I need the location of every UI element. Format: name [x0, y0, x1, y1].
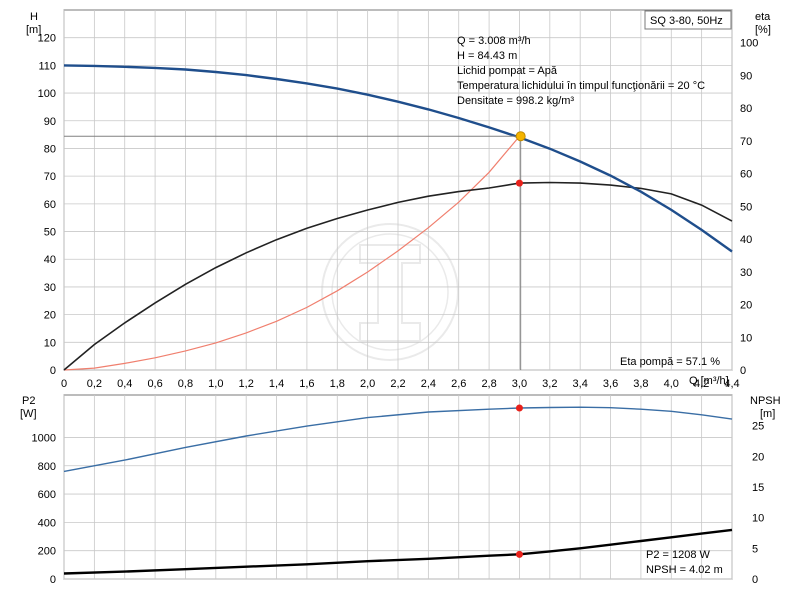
eta-tick-label: 70 — [740, 136, 752, 148]
x-tick-label: 0,8 — [178, 378, 193, 390]
eta-tick-label: 50 — [740, 201, 752, 213]
p2-axis-unit: [W] — [20, 408, 37, 420]
title-box — [644, 10, 732, 30]
p2-axis-label: P2 — [22, 395, 35, 407]
x-tick-label: 3,0 — [512, 378, 527, 390]
watermark-logo-icon — [321, 223, 459, 361]
x-tick-label: 0,2 — [87, 378, 102, 390]
title-box-text: SQ 3-80, 50Hz — [650, 15, 723, 27]
npsh-tick-label: 5 — [752, 543, 758, 555]
p2-tick-label: 600 — [38, 489, 56, 501]
h-tick-label: 80 — [44, 143, 56, 155]
x-tick-label: 3,4 — [573, 378, 588, 390]
x-tick-label: 3,2 — [542, 378, 557, 390]
bottom-curves — [63, 404, 733, 575]
x-tick-label: 1,8 — [330, 378, 345, 390]
h-tick-label: 20 — [44, 310, 56, 322]
h-tick-label: 90 — [44, 116, 56, 128]
info-line-temperature: Temperatura lichidului în timpul funcţio… — [457, 80, 705, 92]
x-tick-label: 0,6 — [147, 378, 162, 390]
h-tick-label: 0 — [50, 365, 56, 377]
eta-tick-label: 10 — [740, 332, 752, 344]
x-tick-label: 2,0 — [360, 378, 375, 390]
h-axis-label: H — [30, 11, 38, 23]
x-tick-label: 2,4 — [421, 378, 436, 390]
x-tick-label: 4,0 — [664, 378, 679, 390]
x-tick-label: 2,6 — [451, 378, 466, 390]
eta-note: Eta pompă = 57.1 % — [620, 356, 720, 368]
npsh-point-marker — [515, 550, 523, 558]
eta-tick-label: 40 — [740, 234, 752, 246]
eta-tick-label: 0 — [740, 365, 746, 377]
p2-tick-label: 800 — [38, 461, 56, 473]
npsh-tick-label: 10 — [752, 513, 764, 525]
h-tick-label: 70 — [44, 171, 56, 183]
top-grid — [63, 10, 733, 371]
x-tick-label: 0 — [61, 378, 67, 390]
q-axis-label: Q [m³/h] — [689, 375, 729, 387]
eta-axis-unit: [%] — [755, 24, 771, 36]
x-tick-label: 4,2 — [694, 378, 709, 390]
npsh-curve — [63, 528, 733, 575]
npsh-note: NPSH = 4.02 m — [646, 564, 723, 576]
h-tick-label: 60 — [44, 199, 56, 211]
x-tick-label: 3,8 — [633, 378, 648, 390]
x-tick-label: 4,4 — [724, 378, 739, 390]
p2-tick-label: 1000 — [32, 432, 56, 444]
h-tick-label: 120 — [38, 33, 56, 45]
h-tick-label: 30 — [44, 282, 56, 294]
npsh-tick-label: 25 — [752, 421, 764, 433]
bottom-grid — [63, 395, 733, 580]
x-tick-label: 2,8 — [481, 378, 496, 390]
npsh-tick-label: 15 — [752, 482, 764, 494]
info-line-q: Q = 3.008 m³/h — [457, 35, 531, 47]
p2-tick-label: 400 — [38, 517, 56, 529]
eta-curve — [63, 181, 733, 371]
npsh-axis-unit: [m] — [760, 408, 775, 420]
h-tick-label: 50 — [44, 227, 56, 239]
npsh-tick-label: 0 — [752, 574, 758, 586]
p2-tick-label: 200 — [38, 546, 56, 558]
eta-point-marker — [515, 179, 523, 187]
x-tick-label: 1,0 — [208, 378, 223, 390]
npsh-tick-label: 20 — [752, 451, 764, 463]
eta-tick-label: 100 — [740, 38, 758, 50]
bottom-ticks: 0 200 400 600 800 1000 0 5 10 15 20 25 — [32, 421, 765, 586]
x-tick-label: 3,6 — [603, 378, 618, 390]
h-tick-label: 40 — [44, 254, 56, 266]
eta-tick-label: 90 — [740, 70, 752, 82]
duty-point-marker — [515, 131, 526, 142]
eta-tick-label: 60 — [740, 169, 752, 181]
h-tick-label: 110 — [38, 60, 56, 72]
h-axis-unit: [m] — [26, 24, 41, 36]
p2-curve — [63, 406, 733, 473]
h-tick-label: 10 — [44, 337, 56, 349]
head-curve — [63, 64, 733, 253]
x-tick-label: 0,4 — [117, 378, 132, 390]
info-line-density: Densitate = 998.2 kg/m³ — [457, 95, 574, 107]
p2-point-marker — [515, 404, 523, 412]
x-tick-label: 2,2 — [390, 378, 405, 390]
info-line-h: H = 84.43 m — [457, 50, 517, 62]
eta-tick-label: 80 — [740, 103, 752, 115]
p2-tick-label: 0 — [50, 574, 56, 586]
x-tick-label: 1,6 — [299, 378, 314, 390]
x-tick-label: 1,4 — [269, 378, 284, 390]
system-curve — [63, 135, 520, 371]
top-curves — [63, 64, 733, 371]
x-tick-label: 1,2 — [239, 378, 254, 390]
eta-axis-label: eta — [755, 11, 771, 23]
top-ticks: 0 0,2 0,4 0,6 0,8 1,0 1,2 1,4 1,6 1,8 2,0 2,2 2,4 2,6… — [38, 33, 759, 390]
p2-note: P2 = 1208 W — [646, 549, 711, 561]
npsh-axis-label: NPSH — [750, 395, 781, 407]
eta-tick-label: 20 — [740, 300, 752, 312]
info-line-liquid: Lichid pompat = Apă — [457, 65, 558, 77]
h-tick-label: 100 — [38, 88, 56, 100]
eta-tick-label: 30 — [740, 267, 752, 279]
